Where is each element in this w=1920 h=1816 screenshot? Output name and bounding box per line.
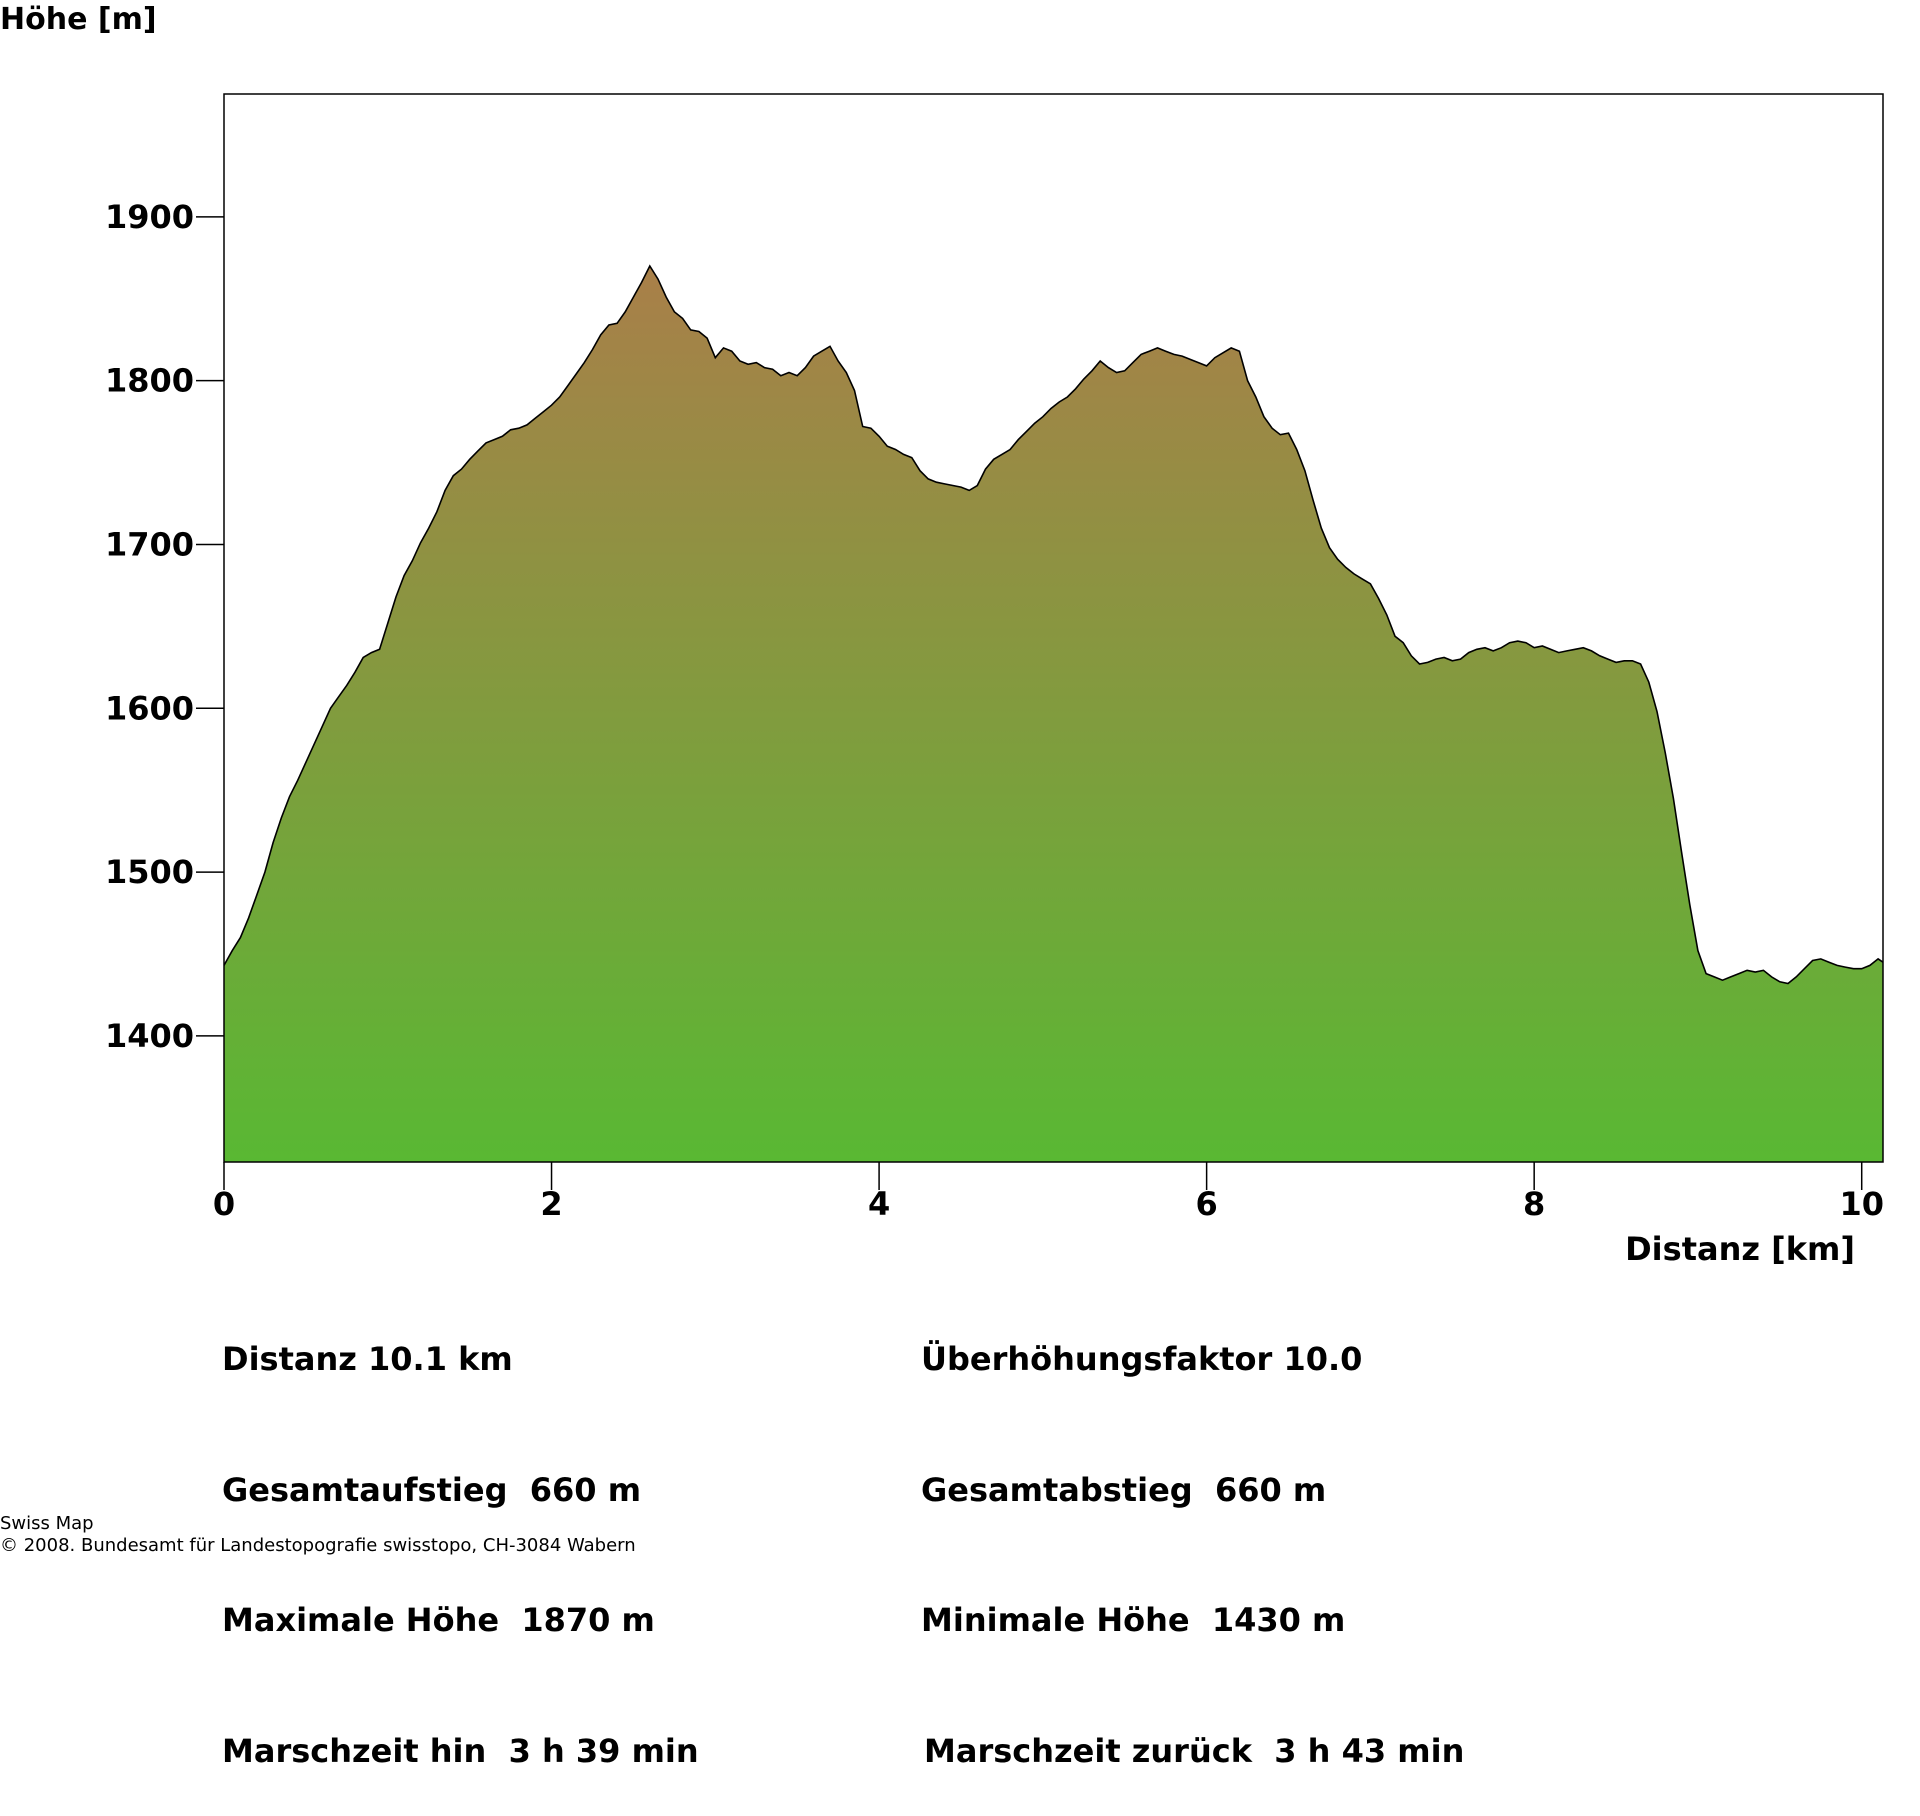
elevation-chart: 1400 1500 1600 1700 1800 1900 0 2 4 6 8 10 Distanz…: [105, 93, 1884, 1268]
y-axis-title: Höhe [m]: [0, 2, 157, 37]
x-tick-label: 0: [213, 1185, 235, 1223]
stat-max-elevation: Maximale Höhe 1870 m: [222, 1601, 655, 1639]
x-tick-label: 8: [1523, 1185, 1545, 1223]
x-tick-label: 2: [540, 1185, 562, 1223]
x-tick-label: 10: [1839, 1185, 1884, 1223]
y-tick-label: 1700: [105, 525, 194, 563]
y-tick-label: 1500: [105, 853, 194, 891]
stat-total-descent: Gesamtabstieg 660 m: [921, 1470, 1327, 1509]
y-tick-label: 1900: [105, 198, 194, 236]
y-tick-label: 1800: [105, 362, 194, 400]
x-axis-title: Distanz [km]: [1625, 1230, 1855, 1268]
elevation-area: [224, 266, 1883, 1162]
x-axis: 0 2 4 6 8 10: [213, 1162, 1884, 1223]
stat-exaggeration-factor: Überhöhungsfaktor 10.0: [921, 1340, 1363, 1378]
stat-time-outbound: Marschzeit hin 3 h 39 min: [222, 1731, 699, 1770]
stat-min-elevation: Minimale Höhe 1430 m: [921, 1601, 1346, 1639]
x-tick-label: 6: [1195, 1185, 1217, 1223]
stat-distance: Distanz 10.1 km: [222, 1340, 513, 1378]
x-tick-label: 4: [868, 1185, 890, 1223]
footer-copyright: © 2008. Bundesamt für Landestopografie s…: [0, 1535, 636, 1556]
stats-right: Überhöhungsfaktor 10.0 Gesamtabstieg 660…: [921, 1256, 1464, 1816]
footer-credits: Swiss Map © 2008. Bundesamt für Landesto…: [0, 1513, 636, 1557]
y-axis: 1400 1500 1600 1700 1800 1900: [105, 198, 224, 1055]
footer-source: Swiss Map: [0, 1513, 94, 1534]
y-tick-label: 1400: [105, 1017, 194, 1055]
elevation-line: [223, 264, 1884, 985]
y-tick-label: 1600: [105, 689, 194, 727]
stat-time-return: Marschzeit zurück 3 h 43 min: [924, 1731, 1465, 1770]
plot-frame: [223, 93, 1884, 1163]
stat-total-ascent: Gesamtaufstieg 660 m: [222, 1470, 642, 1509]
